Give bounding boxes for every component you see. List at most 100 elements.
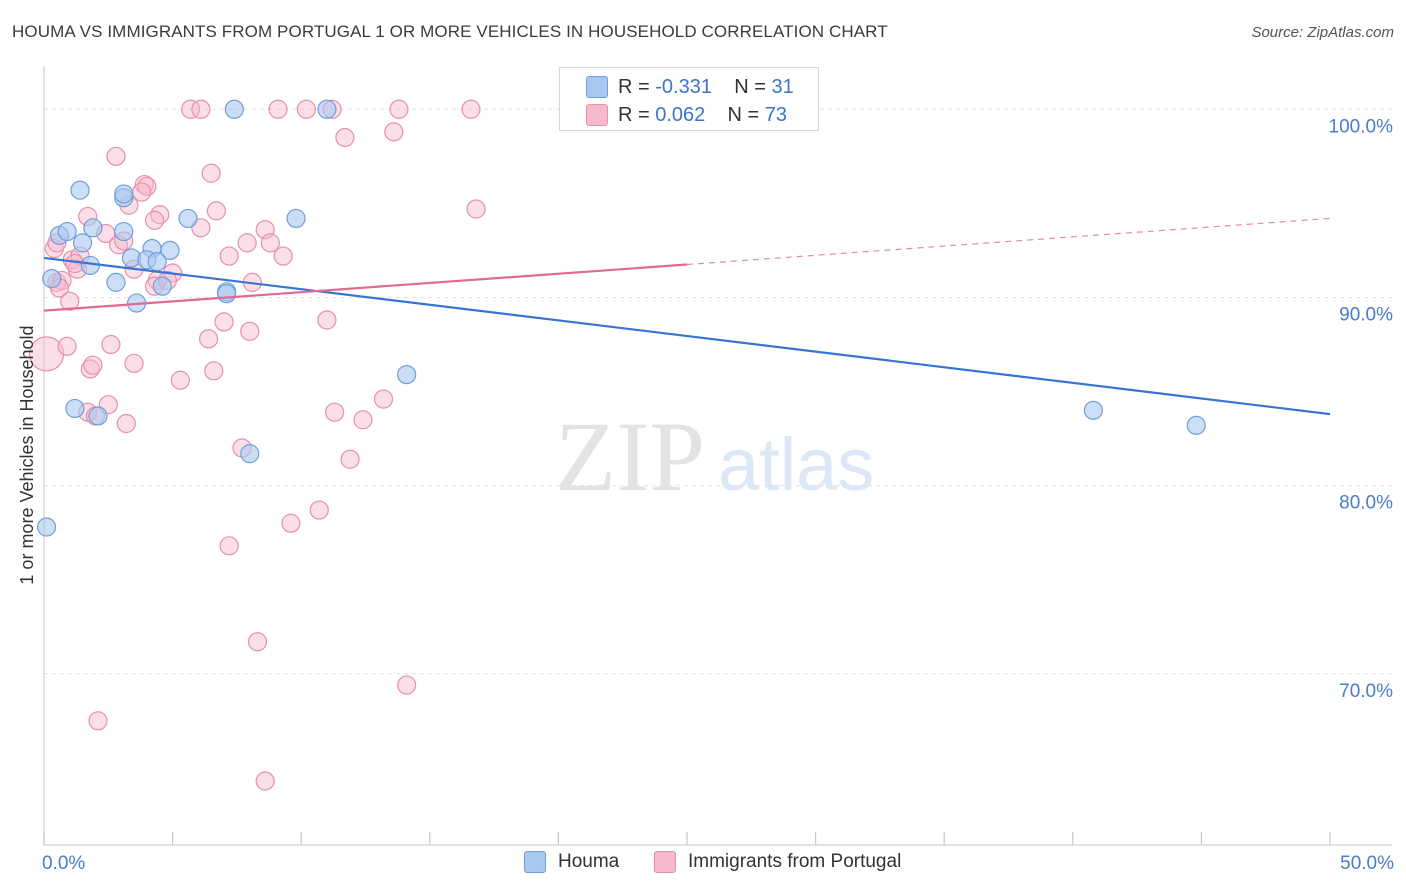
y-tick-label: 90.0% (1339, 304, 1393, 325)
source-label: Source: ZipAtlas.com (1251, 24, 1394, 41)
portugal-point (309, 500, 329, 520)
houma-point (160, 240, 180, 261)
portugal-point (389, 99, 409, 119)
portugal-point (296, 99, 316, 119)
portugal-stats: R = 0.062 N = 73 (618, 104, 787, 127)
houma-point (1083, 400, 1103, 420)
portugal-point (101, 334, 121, 355)
y-tick-label: 100.0% (1329, 116, 1394, 137)
portugal-point (281, 513, 301, 533)
portugal-swatch (586, 104, 608, 126)
portugal-point (461, 99, 481, 119)
legend-item-portugal[interactable]: Immigrants from Portugal (654, 851, 901, 873)
portugal-point (191, 218, 211, 238)
portugal-point (247, 632, 268, 652)
portugal-point (206, 201, 226, 221)
y-tick-label: 80.0% (1339, 493, 1393, 514)
houma-point (217, 284, 237, 304)
portugal-point (260, 233, 280, 253)
portugal-r-value: 0.062 (655, 104, 706, 126)
series-legend: Houma Immigrants from Portugal (0, 851, 1406, 877)
series-portugal-points (28, 99, 486, 791)
houma-point (65, 398, 85, 419)
houma-r-value: -0.331 (655, 76, 712, 98)
portugal-point (88, 711, 108, 731)
portugal-point (116, 413, 136, 434)
portugal-point (106, 146, 126, 166)
portugal-point (83, 355, 103, 375)
portugal-n-value: 73 (764, 104, 788, 126)
trend-lines (43, 217, 1331, 416)
chart-title: HOUMA VS IMMIGRANTS FROM PORTUGAL 1 OR M… (12, 22, 888, 41)
houma-point (114, 184, 134, 204)
portugal-point (214, 312, 234, 332)
y-tick-label: 70.0% (1339, 681, 1393, 702)
x-tick-labels: 0.0% 50.0% (42, 853, 1394, 874)
portugal-point (201, 163, 221, 183)
portugal-point (199, 329, 219, 349)
watermark-zip: ZIP (555, 401, 705, 512)
portugal-point (397, 675, 417, 695)
x-ticks (43, 832, 1331, 845)
portugal-point (335, 127, 355, 148)
houma-point (36, 517, 57, 537)
legend-houma-label: Houma (558, 851, 620, 872)
houma-point (224, 99, 244, 119)
axes (43, 66, 1392, 846)
watermark: ZIP atlas (555, 401, 874, 512)
grid (44, 108, 1392, 675)
houma-point (42, 269, 62, 289)
portugal-point (137, 176, 157, 197)
legend-houma-swatch (524, 851, 546, 873)
portugal-point (317, 310, 337, 330)
houma-point (57, 221, 77, 242)
houma-point (114, 221, 134, 242)
houma-point (397, 364, 417, 385)
legend-item-houma[interactable]: Houma (524, 851, 619, 873)
y-tick-labels: 100.0% 90.0% 80.0% 70.0% (1329, 116, 1394, 701)
legend-portugal-label: Immigrants from Portugal (688, 851, 902, 872)
houma-point (286, 208, 306, 229)
portugal-n-label: N = (727, 104, 765, 126)
portugal-point (170, 370, 190, 390)
series-houma-points (36, 99, 1206, 537)
portugal-trend-line (43, 263, 688, 312)
houma-r-label: R = (618, 76, 656, 98)
portugal-point (273, 246, 293, 266)
portugal-point (268, 99, 288, 119)
portugal-point (325, 402, 345, 422)
y-axis-label: 1 or more Vehicles in Household (17, 325, 37, 584)
portugal-point (384, 122, 404, 142)
portugal-point (144, 210, 165, 230)
portugal-point (340, 449, 360, 469)
houma-point (178, 208, 198, 229)
houma-point (72, 233, 93, 253)
houma-point (83, 218, 103, 238)
portugal-point (237, 233, 257, 253)
houma-point (88, 406, 108, 426)
portugal-point (255, 771, 275, 791)
portugal-trend-line-projection (686, 217, 1331, 266)
portugal-point (150, 205, 170, 225)
houma-point (70, 180, 90, 200)
stats-legend: R = -0.331 N = 31 R = 0.062 N = 73 (559, 67, 819, 131)
portugal-point (60, 291, 80, 311)
portugal-point (181, 99, 201, 119)
portugal-point (219, 536, 239, 556)
portugal-point (28, 336, 65, 372)
portugal-r-label: R = (618, 104, 656, 126)
houma-point (152, 276, 172, 296)
watermark-atlas: atlas (718, 423, 874, 506)
portugal-point (191, 99, 211, 119)
x-tick-label: 50.0% (1340, 853, 1394, 874)
portugal-point (373, 389, 394, 409)
houma-point (147, 252, 167, 272)
portugal-point (204, 361, 224, 381)
portugal-point (240, 321, 260, 341)
houma-trend-line (43, 256, 1331, 416)
houma-n-label: N = (734, 76, 772, 98)
houma-point (80, 255, 100, 276)
portugal-point (219, 246, 239, 266)
houma-point (1186, 415, 1206, 435)
